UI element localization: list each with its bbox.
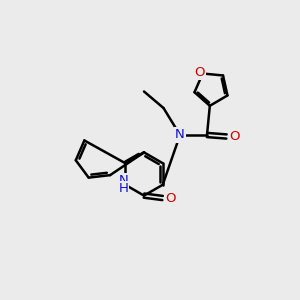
Text: H: H [118, 182, 128, 195]
Text: O: O [194, 66, 205, 79]
Text: N: N [175, 128, 185, 142]
Text: O: O [230, 130, 240, 143]
Text: N: N [118, 174, 128, 187]
Text: O: O [165, 191, 175, 205]
